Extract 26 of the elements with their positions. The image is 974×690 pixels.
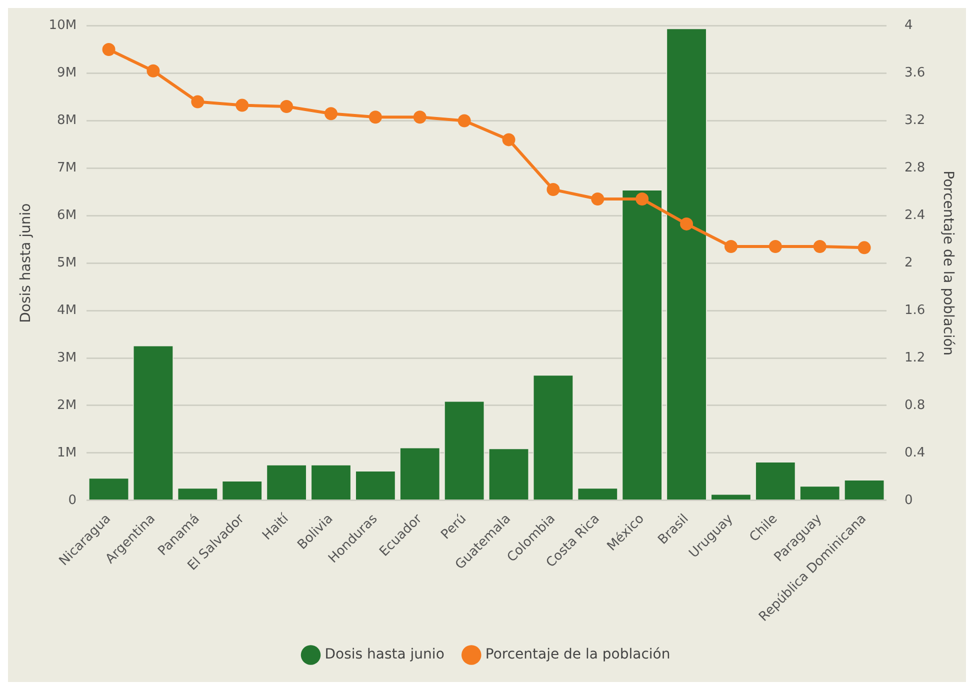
- y2-tick-label: 1.2: [904, 350, 926, 366]
- y2-tick-label: 0.4: [904, 445, 926, 460]
- y2-tick-label: 4: [904, 18, 913, 34]
- y2-tick-label: 3.6: [904, 66, 926, 81]
- y2-tick-label: 2.8: [904, 160, 926, 176]
- y2-tick-label: 3.2: [904, 113, 926, 128]
- y-tick-label: 8M: [57, 113, 77, 128]
- y-tick-label: 2M: [57, 398, 77, 413]
- y-tick-label: 0: [68, 492, 77, 508]
- y-tick-label: 4M: [57, 302, 77, 318]
- y2-tick-label: 1.6: [904, 302, 926, 318]
- y2-tick-label: 0: [904, 492, 913, 508]
- y-tick-label: 9M: [57, 66, 77, 81]
- y-tick-label: 6M: [57, 208, 77, 224]
- legend-label: Dosis hasta junio: [324, 646, 444, 663]
- legend-label: Porcentaje de la población: [485, 646, 670, 663]
- y-tick-label: 10M: [48, 18, 77, 34]
- y-tick-label: 3M: [57, 350, 77, 366]
- y2-tick-label: 2: [904, 255, 913, 270]
- y-tick-label: 5M: [57, 255, 77, 270]
- y2-axis-title: Porcentaje de la población: [940, 170, 956, 356]
- y-tick-label: 1M: [57, 445, 77, 460]
- y-axis-title: Dosis hasta junio: [18, 203, 34, 323]
- y2-tick-label: 0.8: [904, 398, 926, 413]
- y-tick-label: 7M: [57, 160, 77, 176]
- y2-tick-label: 2.4: [904, 208, 926, 224]
